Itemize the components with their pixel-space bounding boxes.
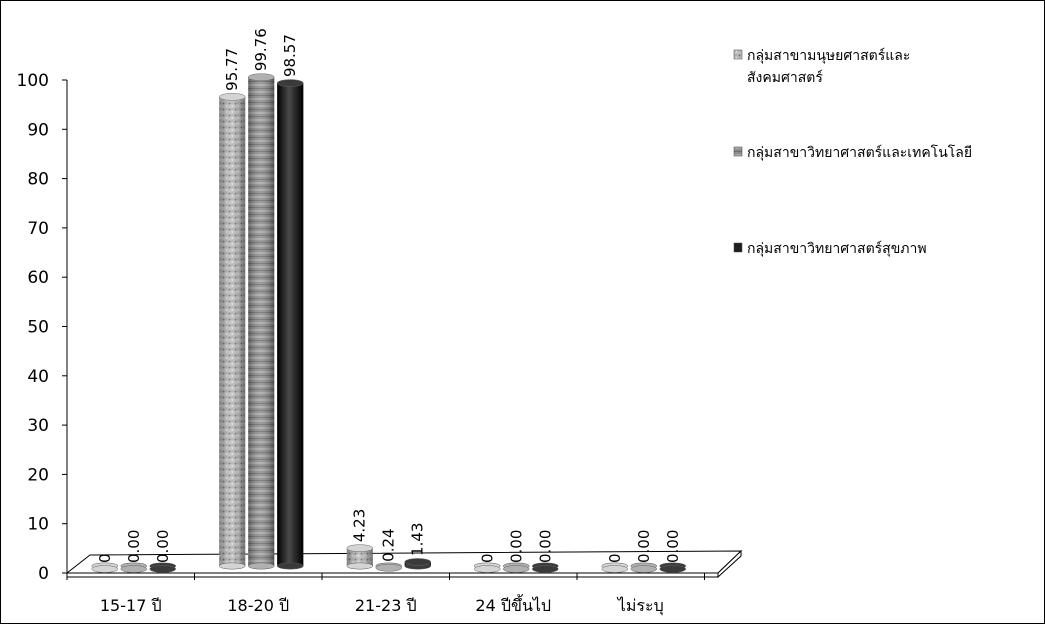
legend-swatch bbox=[733, 146, 743, 157]
legend-label: สังคมศาสตร์ bbox=[747, 69, 823, 86]
bar-3-1: 0.00 bbox=[503, 530, 530, 573]
bar-2-1: 0.24 bbox=[375, 528, 402, 572]
bar-shade bbox=[277, 83, 304, 566]
y-tick-label: 40 bbox=[27, 367, 49, 387]
bar-top bbox=[601, 565, 628, 573]
data-label: 0 bbox=[606, 553, 624, 563]
data-label: 95.77 bbox=[223, 48, 241, 91]
bar-1-2: 98.57 bbox=[277, 34, 304, 570]
data-label: 99.76 bbox=[252, 28, 270, 71]
data-label: 0.24 bbox=[380, 528, 398, 561]
bar-2-2: 1.43 bbox=[404, 523, 431, 570]
bar-base bbox=[248, 562, 275, 570]
category-label: ไม่ระบุ bbox=[616, 596, 664, 616]
bar-top bbox=[91, 565, 118, 573]
bar-top bbox=[375, 564, 402, 572]
y-axis: 0 10 20 30 40 50 60 70 80 90 100 bbox=[17, 71, 68, 584]
bar-top bbox=[120, 565, 147, 573]
bar-4-1: 0.00 bbox=[630, 530, 657, 573]
category-label: 15-17 ปี bbox=[100, 596, 162, 615]
legend-label: กลุ่มสาขาวิทยาศาสตร์และเทคโนโลยี bbox=[747, 144, 972, 161]
bar-4-2: 0.00 bbox=[659, 530, 686, 573]
bar-top bbox=[404, 558, 431, 566]
category-label: 18-20 ปี bbox=[227, 596, 289, 615]
bar-shade bbox=[219, 96, 246, 567]
bar-top bbox=[659, 565, 686, 573]
legend: กลุ่มสาขามนุษยศาสตร์และสังคมศาสตร์กลุ่มส… bbox=[733, 47, 972, 257]
data-label: 0.00 bbox=[536, 530, 554, 563]
data-label: 98.57 bbox=[281, 34, 299, 77]
bar-shade bbox=[346, 548, 373, 566]
category-labels: 15-17 ปี 18-20 ปี 21-23 ปี 24 ปีขึ้นไป ไม่ระ… bbox=[66, 573, 705, 616]
bar-top bbox=[277, 79, 304, 87]
data-label: 0.00 bbox=[125, 530, 143, 563]
legend-item-1: กลุ่มสาขาวิทยาศาสตร์และเทคโนโลยี bbox=[733, 144, 972, 161]
bar-2-0: 4.23 bbox=[346, 509, 373, 570]
bar-shade bbox=[248, 77, 275, 566]
data-label: 0 bbox=[478, 553, 496, 563]
y-tick-label: 90 bbox=[27, 120, 49, 140]
data-label: 0 bbox=[96, 553, 114, 563]
data-label: 4.23 bbox=[351, 509, 369, 542]
bar-base bbox=[277, 562, 304, 570]
bar-3-0: 0 bbox=[474, 553, 501, 573]
bar-4-0: 0 bbox=[601, 553, 628, 573]
data-label: 1.43 bbox=[409, 523, 427, 556]
data-label: 0.00 bbox=[635, 530, 653, 563]
y-tick-label: 80 bbox=[27, 170, 49, 190]
floor-side bbox=[717, 549, 742, 579]
legend-label: กลุ่มสาขามนุษยศาสตร์และ bbox=[747, 47, 910, 64]
bar-top bbox=[503, 565, 530, 573]
legend-swatch bbox=[733, 242, 743, 253]
bar-1-0: 95.77 bbox=[219, 48, 246, 570]
bar-0-0: 0 bbox=[91, 553, 118, 573]
data-label: 0.00 bbox=[507, 530, 525, 563]
bar-top bbox=[219, 93, 246, 101]
bar-0-1: 0.00 bbox=[120, 530, 147, 573]
bar-top bbox=[346, 544, 373, 552]
bars-group: 0 0.00 0.00 95.77 99.76 98.57 4.23 0.24 1.43 0 0.0… bbox=[91, 28, 686, 573]
category-label: 24 ปีขึ้นไป bbox=[475, 594, 551, 615]
y-tick-label: 70 bbox=[27, 219, 49, 239]
data-label: 0.00 bbox=[664, 530, 682, 563]
y-tick-label: 60 bbox=[27, 268, 49, 288]
bar-top bbox=[248, 73, 275, 81]
bar-3-2: 0.00 bbox=[532, 530, 559, 573]
y-tick-label: 30 bbox=[27, 416, 49, 436]
category-label: 21-23 ปี bbox=[355, 596, 417, 615]
floor-front bbox=[66, 572, 719, 578]
bar-0-2: 0.00 bbox=[149, 530, 176, 573]
bar-top bbox=[630, 565, 657, 573]
bar-base bbox=[346, 562, 373, 570]
bar-top bbox=[149, 565, 176, 573]
y-tick-label: 10 bbox=[27, 515, 49, 535]
y-tick-label: 100 bbox=[17, 71, 49, 91]
y-tick-label: 50 bbox=[27, 318, 49, 338]
bar-1-1: 99.76 bbox=[248, 28, 275, 570]
y-tick-label: 0 bbox=[38, 564, 49, 584]
bar-base bbox=[219, 562, 246, 570]
legend-item-2: กลุ่มสาขาวิทยาศาสตร์สุขภาพ bbox=[733, 240, 927, 257]
legend-swatch bbox=[733, 49, 743, 60]
bar-top bbox=[532, 565, 559, 573]
y-tick-label: 20 bbox=[27, 465, 49, 485]
data-label: 0.00 bbox=[154, 530, 172, 563]
legend-label: กลุ่มสาขาวิทยาศาสตร์สุขภาพ bbox=[747, 240, 927, 257]
bar-top bbox=[474, 565, 501, 573]
